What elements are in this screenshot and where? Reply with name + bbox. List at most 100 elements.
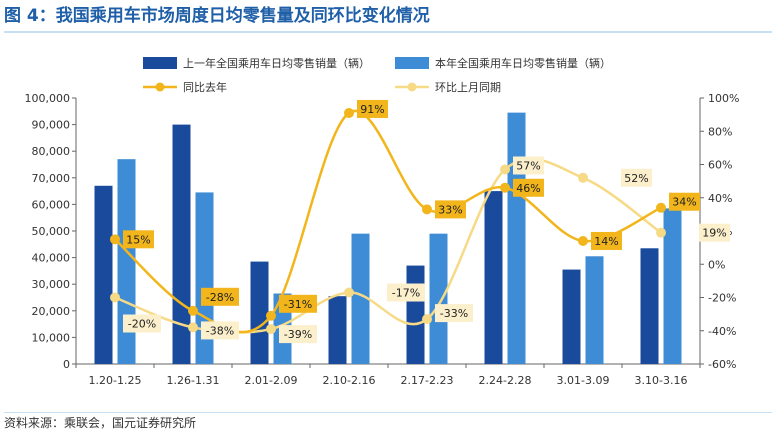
yoy-label: -31% (284, 298, 312, 311)
marker-mom (422, 314, 432, 325)
x-tick-label: 2.17-2.23 (401, 374, 454, 387)
marker-yoy (656, 202, 666, 213)
yoy-label-bg (435, 200, 466, 219)
legend-label: 本年全国乘用车日均零售销量（辆） (435, 56, 611, 70)
left-tick-label: 60,000 (32, 198, 71, 211)
legend-label: 上一年全国乘用车日均零售销量（辆） (183, 56, 370, 70)
mom-label: -17% (392, 287, 420, 300)
right-tick-label: 100% (708, 92, 739, 105)
legend-swatch-bar (143, 57, 177, 69)
bar-current-year (585, 256, 604, 364)
data-labels: -20% -38% -39% -17% -33% 57% 52% 19% 15% -28% -31%… (123, 99, 730, 344)
x-tick-label: 2.10-2.16 (323, 374, 376, 387)
legend-swatch-marker (407, 82, 417, 92)
legend-swatch-bar (395, 57, 429, 69)
mom-label: 52% (624, 172, 648, 185)
bar-prev-year (250, 261, 269, 364)
yoy-label: 46% (516, 182, 540, 195)
yoy-label: 34% (672, 196, 696, 209)
yoy-label-bg (669, 192, 700, 211)
left-tick-label: 0 (63, 358, 70, 371)
yoy-label: 15% (126, 233, 150, 246)
mom-label-bg (201, 321, 239, 340)
left-tick-label: 10,000 (32, 331, 71, 344)
mom-label-bg (513, 156, 544, 175)
yoy-label-bg (123, 230, 154, 249)
marker-yoy (110, 234, 120, 245)
x-tick-label: 3.01-3.09 (557, 374, 610, 387)
right-tick-label: 60% (708, 159, 732, 172)
yoy-label-bg (357, 99, 388, 118)
yoy-label: -28% (206, 291, 234, 304)
bar-prev-year (484, 191, 503, 364)
right-tick-label: -40% (708, 325, 736, 338)
yoy-label-bg (591, 231, 622, 250)
line-yoy (114, 109, 662, 334)
yoy-label-bg (201, 287, 239, 306)
bar-prev-year (406, 265, 425, 364)
right-tick-label: -60% (708, 358, 736, 371)
right-tick-label: 80% (708, 125, 732, 138)
bar-current-year (507, 112, 526, 364)
mom-label-bg (279, 325, 317, 344)
marker-mom (344, 287, 354, 298)
marker-mom (110, 292, 120, 303)
x-tick-label: 1.26-1.31 (167, 374, 220, 387)
left-tick-label: 50,000 (32, 225, 71, 238)
bar-current-year (663, 208, 682, 364)
left-axis: 0 10,000 20,000 30,000 40,000 50,000 60,000 70,… (25, 92, 77, 371)
marker-mom (500, 164, 510, 175)
marker-yoy (266, 310, 276, 321)
left-tick-label: 90,000 (32, 119, 71, 132)
yoy-label: 91% (360, 103, 384, 116)
x-tick-label: 2.01-2.09 (245, 374, 298, 387)
x-tick-label: 1.20-1.25 (89, 374, 142, 387)
marker-yoy (578, 235, 588, 246)
figure-title: 图 4：我国乘用车市场周度日均零售量及同环比变化情况 (4, 3, 772, 33)
x-axis: 1.20-1.25 1.26-1.31 2.01-2.09 2.10-2.16 2.17… (75, 363, 701, 387)
mom-label-bg (435, 304, 473, 323)
yoy-label: 33% (438, 203, 462, 216)
mom-label-bg (621, 168, 652, 187)
bar-current-year (195, 192, 214, 364)
marker-mom (266, 324, 276, 335)
marker-yoy (500, 182, 510, 193)
left-tick-label: 20,000 (32, 305, 71, 318)
right-tick-label: 40% (708, 192, 732, 205)
bar-prev-year (328, 296, 347, 364)
bar-current-year (117, 159, 136, 364)
legend: 上一年全国乘用车日均零售销量（辆） 本年全国乘用车日均零售销量（辆） 同比去年 环比上… (143, 56, 611, 94)
left-tick-label: 40,000 (32, 252, 71, 265)
right-tick-label: -20% (708, 292, 736, 305)
bar-prev-year (562, 269, 581, 364)
legend-label: 同比去年 (183, 80, 227, 94)
marker-yoy (344, 107, 354, 118)
bar-current-year (429, 233, 448, 364)
mom-label: 57% (516, 159, 540, 172)
marker-mom (188, 322, 198, 333)
mom-label: 19% (702, 227, 726, 240)
left-tick-label: 100,000 (25, 92, 71, 105)
x-tick-label: 3.10-3.16 (635, 374, 688, 387)
mom-label-bg (387, 283, 425, 302)
left-tick-label: 80,000 (32, 145, 71, 158)
legend-label: 环比上月同期 (435, 81, 501, 94)
marker-mom (656, 227, 666, 238)
mom-label-bg (699, 223, 730, 242)
yoy-label-bg (279, 294, 317, 313)
legend-swatch-marker (155, 82, 165, 92)
yoy-label-bg (513, 178, 544, 197)
mom-label: -20% (128, 318, 156, 331)
source-note: 资料来源：乘联会，国元证券研究所 (4, 412, 772, 433)
x-tick-label: 2.24-2.28 (479, 374, 532, 387)
mom-label: -38% (206, 324, 234, 337)
left-tick-label: 70,000 (32, 172, 71, 185)
bar-prev-year (172, 124, 191, 364)
bar-prev-year (640, 248, 659, 364)
marker-yoy (188, 305, 198, 316)
mom-label: -39% (284, 328, 312, 341)
bar-prev-year (94, 185, 113, 364)
right-tick-label: 0% (708, 258, 725, 271)
mom-label-bg (123, 314, 161, 333)
